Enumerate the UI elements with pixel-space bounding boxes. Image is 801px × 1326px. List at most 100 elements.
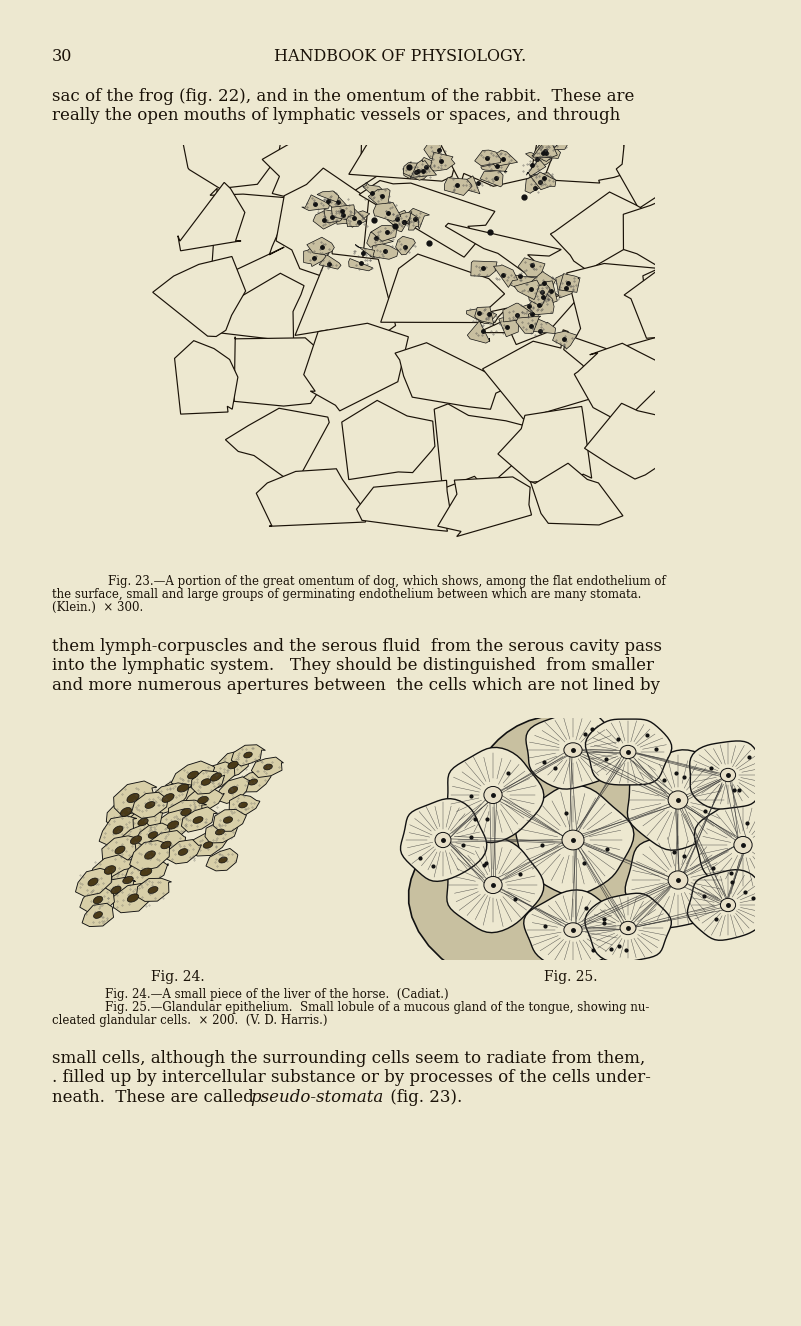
Polygon shape (687, 870, 770, 940)
Polygon shape (540, 300, 545, 314)
Polygon shape (348, 98, 461, 182)
Polygon shape (667, 346, 731, 424)
Polygon shape (373, 203, 400, 221)
Polygon shape (467, 111, 495, 127)
Polygon shape (387, 211, 410, 228)
Text: (fig. 23).: (fig. 23). (385, 1089, 462, 1106)
Polygon shape (466, 308, 497, 324)
Polygon shape (658, 255, 743, 343)
Polygon shape (304, 324, 409, 411)
Ellipse shape (484, 786, 502, 804)
Ellipse shape (177, 784, 189, 792)
Ellipse shape (668, 790, 688, 809)
Polygon shape (409, 715, 773, 983)
Polygon shape (215, 749, 249, 778)
Polygon shape (530, 463, 623, 525)
Polygon shape (367, 228, 393, 247)
Polygon shape (507, 274, 537, 288)
Ellipse shape (198, 797, 208, 804)
Polygon shape (553, 137, 570, 150)
Polygon shape (501, 107, 525, 121)
Polygon shape (356, 244, 375, 257)
Text: Fig. 24.—A small piece of the liver of the horse.  (Cadiat.): Fig. 24.—A small piece of the liver of t… (105, 988, 449, 1001)
Ellipse shape (120, 808, 131, 817)
Polygon shape (403, 162, 411, 179)
Polygon shape (524, 890, 622, 971)
Polygon shape (550, 192, 656, 271)
Polygon shape (486, 103, 516, 121)
Polygon shape (225, 408, 329, 480)
Polygon shape (482, 330, 594, 419)
Polygon shape (145, 782, 192, 815)
Polygon shape (470, 113, 496, 126)
Ellipse shape (193, 817, 203, 823)
Polygon shape (434, 404, 533, 489)
Ellipse shape (88, 878, 98, 886)
Polygon shape (295, 245, 396, 354)
Polygon shape (658, 151, 729, 231)
Ellipse shape (435, 833, 451, 847)
Polygon shape (533, 142, 557, 158)
Text: Fig. 24.: Fig. 24. (151, 971, 205, 984)
Polygon shape (447, 748, 544, 842)
Text: cleated glandular cells.  × 200.  (V. D. Harris.): cleated glandular cells. × 200. (V. D. H… (52, 1014, 328, 1028)
Polygon shape (567, 264, 659, 350)
Polygon shape (694, 797, 793, 892)
Polygon shape (302, 195, 329, 211)
Polygon shape (324, 210, 343, 223)
Polygon shape (528, 285, 550, 306)
Ellipse shape (131, 835, 142, 845)
Polygon shape (380, 255, 507, 322)
Ellipse shape (145, 802, 155, 809)
Ellipse shape (94, 896, 103, 904)
Polygon shape (183, 788, 224, 812)
Polygon shape (168, 800, 207, 825)
Polygon shape (471, 117, 496, 131)
Ellipse shape (248, 778, 257, 785)
Polygon shape (239, 770, 271, 792)
Polygon shape (125, 858, 168, 886)
Polygon shape (348, 259, 372, 271)
Polygon shape (624, 260, 731, 338)
Polygon shape (498, 407, 592, 483)
Ellipse shape (620, 745, 636, 758)
Polygon shape (403, 163, 431, 180)
Polygon shape (124, 808, 163, 834)
Polygon shape (313, 210, 340, 229)
Polygon shape (556, 274, 578, 298)
Text: them lymph-corpuscles and the serous fluid  from the serous cavity pass: them lymph-corpuscles and the serous flu… (52, 638, 662, 655)
Polygon shape (499, 317, 518, 337)
Polygon shape (131, 792, 168, 818)
Polygon shape (332, 204, 355, 220)
Ellipse shape (734, 837, 752, 854)
Ellipse shape (187, 772, 199, 778)
Polygon shape (317, 191, 339, 203)
Ellipse shape (115, 846, 125, 854)
Polygon shape (515, 785, 634, 895)
Polygon shape (553, 332, 577, 349)
Polygon shape (388, 212, 412, 232)
Polygon shape (497, 110, 521, 129)
Polygon shape (503, 304, 532, 322)
Polygon shape (178, 183, 245, 251)
Ellipse shape (264, 764, 272, 770)
Polygon shape (201, 273, 304, 342)
Polygon shape (475, 306, 494, 326)
Text: (Klein.)  × 300.: (Klein.) × 300. (52, 601, 143, 614)
Ellipse shape (215, 829, 224, 835)
Polygon shape (400, 798, 487, 882)
Ellipse shape (203, 842, 213, 849)
Ellipse shape (111, 886, 121, 894)
Polygon shape (136, 878, 171, 902)
Ellipse shape (564, 923, 582, 937)
Polygon shape (206, 849, 238, 871)
Ellipse shape (239, 802, 248, 808)
Polygon shape (328, 191, 348, 211)
Polygon shape (175, 341, 238, 414)
Text: . filled up by intercellular substance or by processes of the cells under-: . filled up by intercellular substance o… (52, 1070, 651, 1086)
Polygon shape (518, 257, 545, 277)
Polygon shape (559, 273, 581, 292)
Polygon shape (430, 152, 455, 171)
Polygon shape (256, 469, 366, 526)
Polygon shape (114, 781, 157, 815)
